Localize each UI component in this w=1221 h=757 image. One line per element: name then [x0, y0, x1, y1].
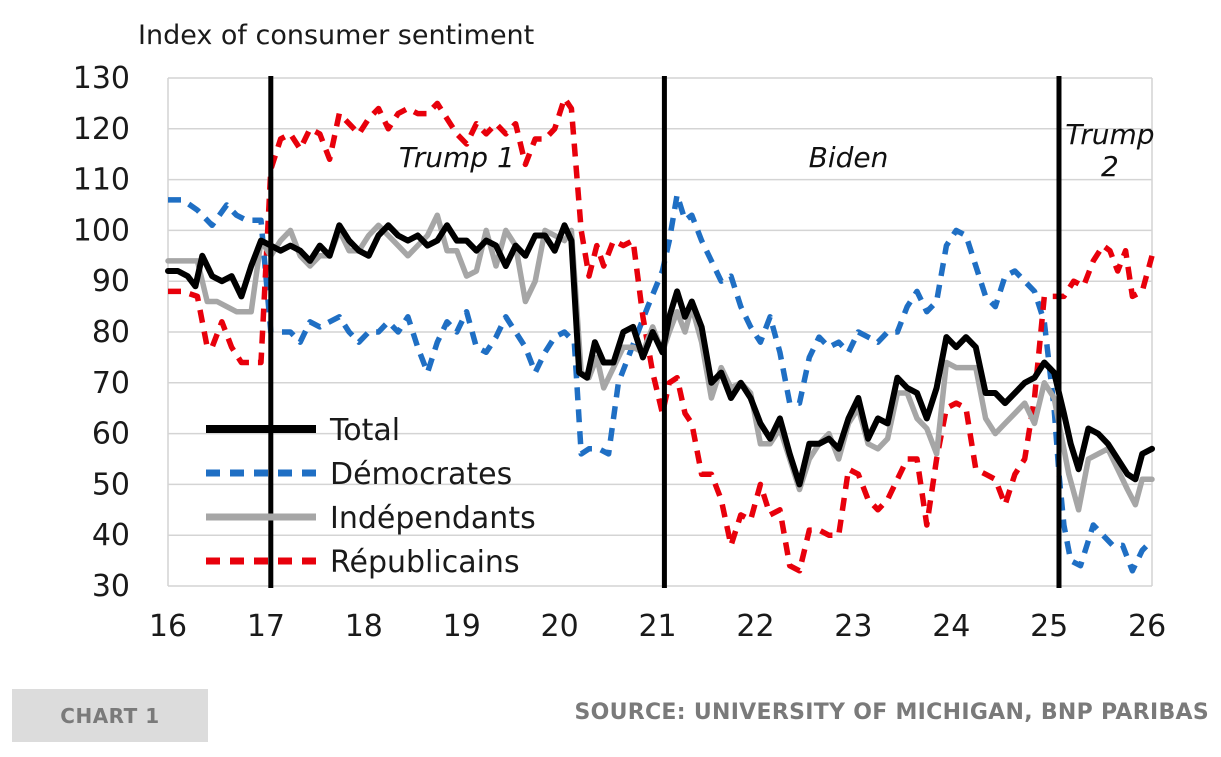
- legend: Total Démocrates Indépendants Républicains: [206, 413, 536, 580]
- legend-label: Total: [329, 413, 400, 448]
- chart-number-badge: CHART 1: [12, 689, 208, 742]
- series-line-rpublicains: [168, 95, 1155, 574]
- chart: Index of consumer sentiment 30 40 50 60 70 80…: [73, 20, 1166, 644]
- y-axis-label: Index of consumer sentiment: [138, 20, 534, 51]
- x-tick-label: 23: [834, 609, 872, 644]
- series-lines: [165, 95, 1155, 574]
- x-tick-label: 21: [638, 609, 676, 644]
- x-tick-label: 26: [1128, 609, 1166, 644]
- x-tick-label: 24: [932, 609, 970, 644]
- legend-label: Démocrates: [330, 457, 512, 492]
- y-tick-label: 110: [73, 163, 130, 198]
- event-markers: Trump 1 Biden Trump 2: [268, 76, 1155, 588]
- x-tick-label: 22: [736, 609, 774, 644]
- gridlines: [167, 77, 1153, 587]
- series-line-indpendants: [165, 212, 1155, 513]
- y-tick-label: 100: [73, 213, 130, 248]
- legend-label: Indépendants: [330, 501, 536, 536]
- y-tick-label: 30: [92, 569, 130, 604]
- y-tick-label: 50: [92, 467, 130, 502]
- y-tick-label: 130: [73, 61, 130, 96]
- era-label: Trump 2: [1065, 118, 1154, 183]
- y-tick-labels: 30 40 50 60 70 80 90 100 110 120 130: [73, 61, 130, 604]
- era-label: Biden: [809, 141, 889, 174]
- x-tick-labels: 16 17 18 19 20 21 22 23 24 25 26: [149, 609, 1166, 644]
- source-note: SOURCE: UNIVERSITY OF MICHIGAN, BNP PARI…: [574, 700, 1209, 725]
- era-label: Trump 1: [399, 141, 515, 174]
- y-tick-label: 40: [92, 518, 130, 553]
- x-tick-label: 20: [541, 609, 579, 644]
- y-tick-label: 80: [92, 315, 130, 350]
- legend-label: Républicains: [330, 545, 520, 580]
- y-tick-label: 90: [92, 264, 130, 299]
- x-tick-label: 25: [1030, 609, 1068, 644]
- x-tick-label: 17: [247, 609, 285, 644]
- y-tick-label: 60: [92, 417, 130, 452]
- x-tick-label: 19: [443, 609, 481, 644]
- y-tick-label: 120: [73, 112, 130, 147]
- y-tick-label: 70: [92, 366, 130, 401]
- x-tick-label: 16: [149, 609, 187, 644]
- x-tick-label: 18: [345, 609, 383, 644]
- series-line-total: [165, 222, 1155, 488]
